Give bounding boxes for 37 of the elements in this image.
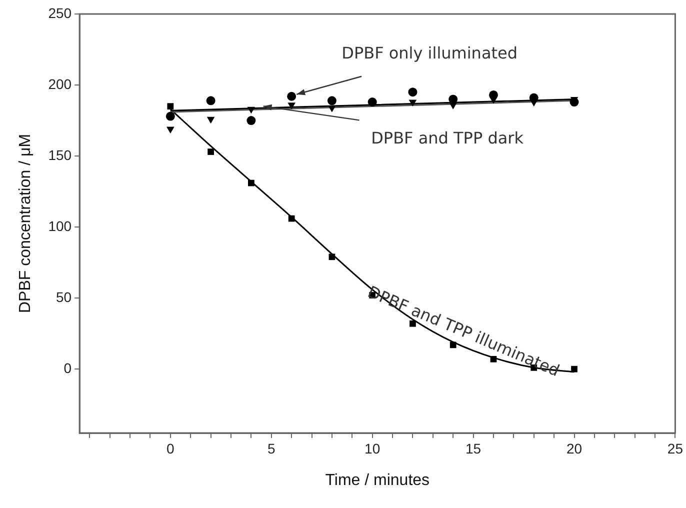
y-tick-label: 250 [48,4,72,21]
x-tick-label: 25 [667,440,684,456]
point [449,102,457,110]
annotation: DPBF only illuminated [342,44,518,63]
point [166,126,174,134]
x-tick-label: 5 [267,440,276,456]
y-tick-label: 200 [48,76,72,92]
point [288,215,295,222]
point [408,88,418,97]
point [368,98,377,107]
point [571,366,578,372]
annotation: DPBF and TPP dark [371,128,524,148]
y-tick-label: 150 [48,146,72,163]
y-tick-label: 100 [48,218,72,234]
point [248,180,254,186]
y-tick-label: 50 [56,288,72,305]
point [490,96,498,104]
x-tick-label: 15 [466,440,482,456]
point [327,96,336,106]
x-axis-title: Time / minutes [325,472,430,489]
point [246,116,256,126]
point [206,116,215,124]
point [287,92,296,101]
y-tick-label: 0 [64,360,72,376]
point [206,96,216,106]
point [167,103,174,110]
point [208,148,214,155]
x-tick-label: 0 [166,440,175,456]
point [247,106,256,114]
point [450,342,456,348]
point [166,112,175,121]
point [408,100,417,107]
x-tick-label: 10 [364,440,380,456]
x-tick-label: 20 [566,440,582,456]
y-axis-title: DPBF concentration / μM [17,134,34,314]
point [288,102,296,110]
point [328,254,336,260]
